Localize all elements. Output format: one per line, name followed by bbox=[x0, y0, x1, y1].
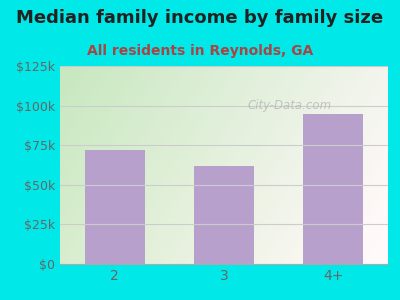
Text: City-Data.com: City-Data.com bbox=[248, 99, 332, 112]
Bar bbox=[303, 113, 364, 264]
Text: All residents in Reynolds, GA: All residents in Reynolds, GA bbox=[87, 44, 313, 58]
Text: Median family income by family size: Median family income by family size bbox=[16, 9, 384, 27]
Bar bbox=[85, 150, 145, 264]
Bar bbox=[194, 166, 254, 264]
